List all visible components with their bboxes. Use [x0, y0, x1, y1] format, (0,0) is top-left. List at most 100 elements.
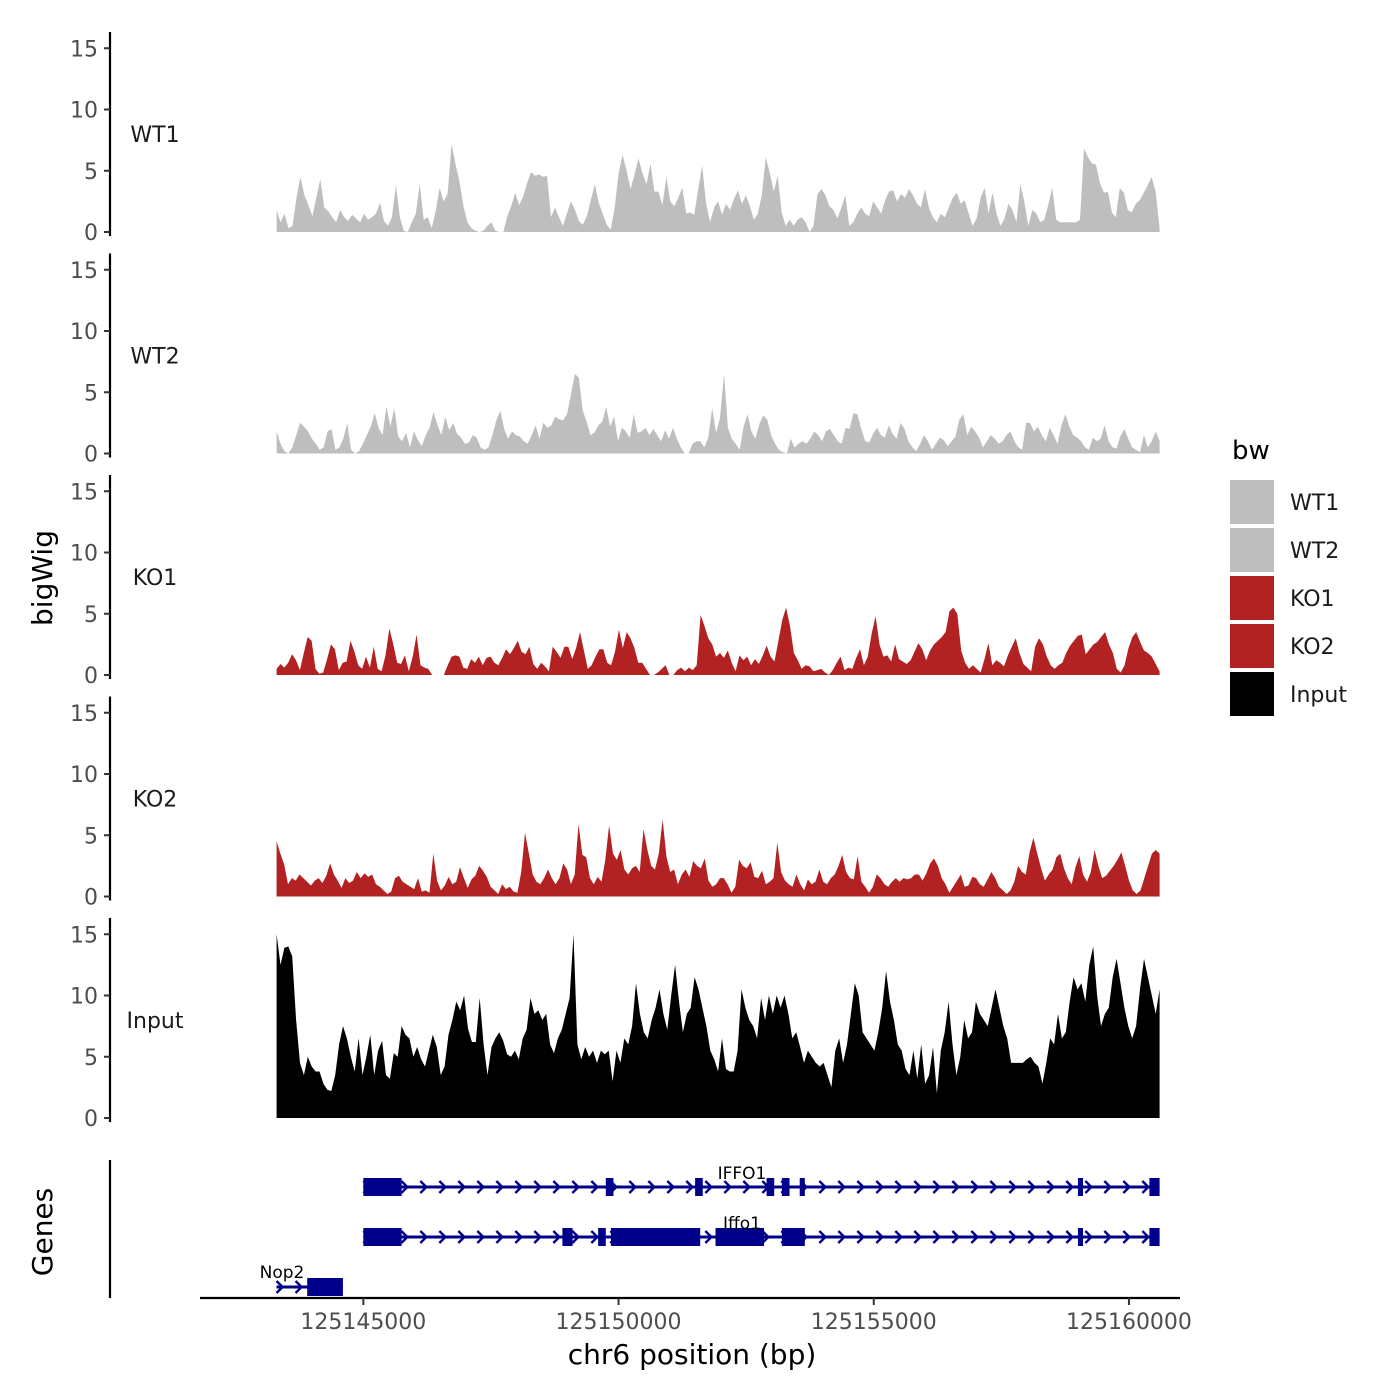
- exon: [1149, 1178, 1160, 1196]
- strand-arrow: [989, 1180, 999, 1194]
- strand-arrow: [761, 1230, 771, 1244]
- y-tick-label: 15: [70, 259, 98, 284]
- legend-label: WT2: [1290, 539, 1339, 564]
- y-tick-label: 5: [84, 603, 98, 628]
- strand-arrow: [514, 1180, 524, 1194]
- y-tick-label: 0: [84, 443, 98, 468]
- legend-swatch: [1230, 528, 1274, 572]
- track-wt2: 0 5 10 15 WT2: [70, 253, 1160, 468]
- track-label: WT1: [130, 123, 179, 148]
- strand-arrow: [704, 1230, 714, 1244]
- legend-item-wt2: WT2: [1230, 528, 1339, 572]
- genes-axis-title: Genes: [26, 1188, 59, 1276]
- y-tick-label: 10: [70, 763, 98, 788]
- track-ko2: 0 5 10 15 KO2: [70, 696, 1160, 911]
- legend-swatch: [1230, 480, 1274, 524]
- strand-arrow: [628, 1180, 638, 1194]
- strand-arrow: [552, 1180, 562, 1194]
- track-label: KO1: [133, 566, 178, 591]
- legend-label: KO2: [1290, 635, 1335, 660]
- strand-arrow: [590, 1230, 600, 1244]
- track-wt1: 0 5 10 15 WT1: [70, 32, 1160, 246]
- strand-arrow: [875, 1230, 885, 1244]
- legend-title: bw: [1232, 436, 1270, 466]
- y-tick-label: 15: [70, 923, 98, 948]
- strand-arrow: [495, 1180, 505, 1194]
- coverage-area-ko1: [276, 607, 1160, 675]
- x-tick-label: 125155000: [811, 1310, 937, 1335]
- x-tick-label: 125160000: [1066, 1310, 1192, 1335]
- strand-arrow: [495, 1230, 505, 1244]
- y-tick-label: 10: [70, 542, 98, 567]
- strand-arrow: [476, 1180, 486, 1194]
- exon: [363, 1178, 402, 1196]
- track-label: WT2: [130, 345, 179, 370]
- strand-arrow: [590, 1180, 600, 1194]
- strand-arrow: [1046, 1230, 1056, 1244]
- legend-item-ko1: KO1: [1230, 576, 1335, 620]
- strand-arrow: [419, 1180, 429, 1194]
- strand-arrow: [275, 1280, 285, 1294]
- legend-item-input: Input: [1230, 672, 1347, 716]
- strand-arrow: [438, 1230, 448, 1244]
- x-tick-label: 125150000: [556, 1310, 682, 1335]
- strand-arrow: [837, 1230, 847, 1244]
- strand-arrow: [1084, 1180, 1094, 1194]
- x-axis: 125145000 125150000 125155000 125160000: [200, 1296, 1192, 1335]
- y-tick-label: 0: [84, 1107, 98, 1132]
- strand-arrow: [1103, 1230, 1113, 1244]
- strand-arrow: [294, 1280, 304, 1294]
- coverage-area-wt2: [276, 373, 1160, 454]
- legend-label: WT1: [1290, 491, 1339, 516]
- exon: [766, 1178, 775, 1196]
- strand-arrow: [533, 1180, 543, 1194]
- strand-arrow: [685, 1180, 695, 1194]
- strand-arrow: [951, 1180, 961, 1194]
- strand-arrow: [856, 1230, 866, 1244]
- strand-arrow: [571, 1180, 581, 1194]
- y-tick-label: 15: [70, 37, 98, 62]
- strand-arrow: [704, 1180, 714, 1194]
- strand-arrow: [742, 1180, 752, 1194]
- exon: [605, 1178, 614, 1196]
- transcript-iffo1-1: Iffo1: [362, 1214, 1160, 1246]
- strand-arrow: [400, 1180, 410, 1194]
- transcript-label: IFFO1: [718, 1164, 767, 1184]
- strand-arrow: [533, 1230, 543, 1244]
- y-tick-label: 10: [70, 985, 98, 1010]
- strand-arrow: [1141, 1230, 1151, 1244]
- exon: [598, 1228, 606, 1246]
- strand-arrow: [932, 1180, 942, 1194]
- legend-label: KO1: [1290, 587, 1335, 612]
- strand-arrow: [1122, 1180, 1132, 1194]
- exon: [1077, 1228, 1084, 1246]
- strand-arrow: [552, 1230, 562, 1244]
- legend-swatch: [1230, 576, 1274, 620]
- exon: [307, 1278, 343, 1296]
- strand-arrow: [818, 1230, 828, 1244]
- y-tick-label: 10: [70, 320, 98, 345]
- exon: [695, 1178, 703, 1196]
- strand-arrow: [647, 1180, 657, 1194]
- y-tick-label: 5: [84, 824, 98, 849]
- legend-label: Input: [1290, 683, 1347, 708]
- strand-arrow: [1103, 1180, 1113, 1194]
- y-tick-label: 0: [84, 221, 98, 246]
- strand-arrow: [894, 1230, 904, 1244]
- exon: [715, 1228, 765, 1246]
- strand-arrow: [970, 1230, 980, 1244]
- exon: [1077, 1178, 1084, 1196]
- coverage-area-ko2: [276, 819, 1160, 897]
- exon: [562, 1228, 573, 1246]
- transcript-label: Iffo1: [723, 1214, 761, 1234]
- strand-arrow: [1008, 1180, 1018, 1194]
- track-label: Input: [127, 1009, 184, 1034]
- strand-arrow: [913, 1180, 923, 1194]
- exon: [781, 1178, 790, 1196]
- track-label: KO2: [133, 788, 178, 813]
- strand-arrow: [932, 1230, 942, 1244]
- y-tick-label: 0: [84, 664, 98, 689]
- transcript-nop2-2: Nop2: [260, 1263, 343, 1296]
- strand-arrow: [438, 1180, 448, 1194]
